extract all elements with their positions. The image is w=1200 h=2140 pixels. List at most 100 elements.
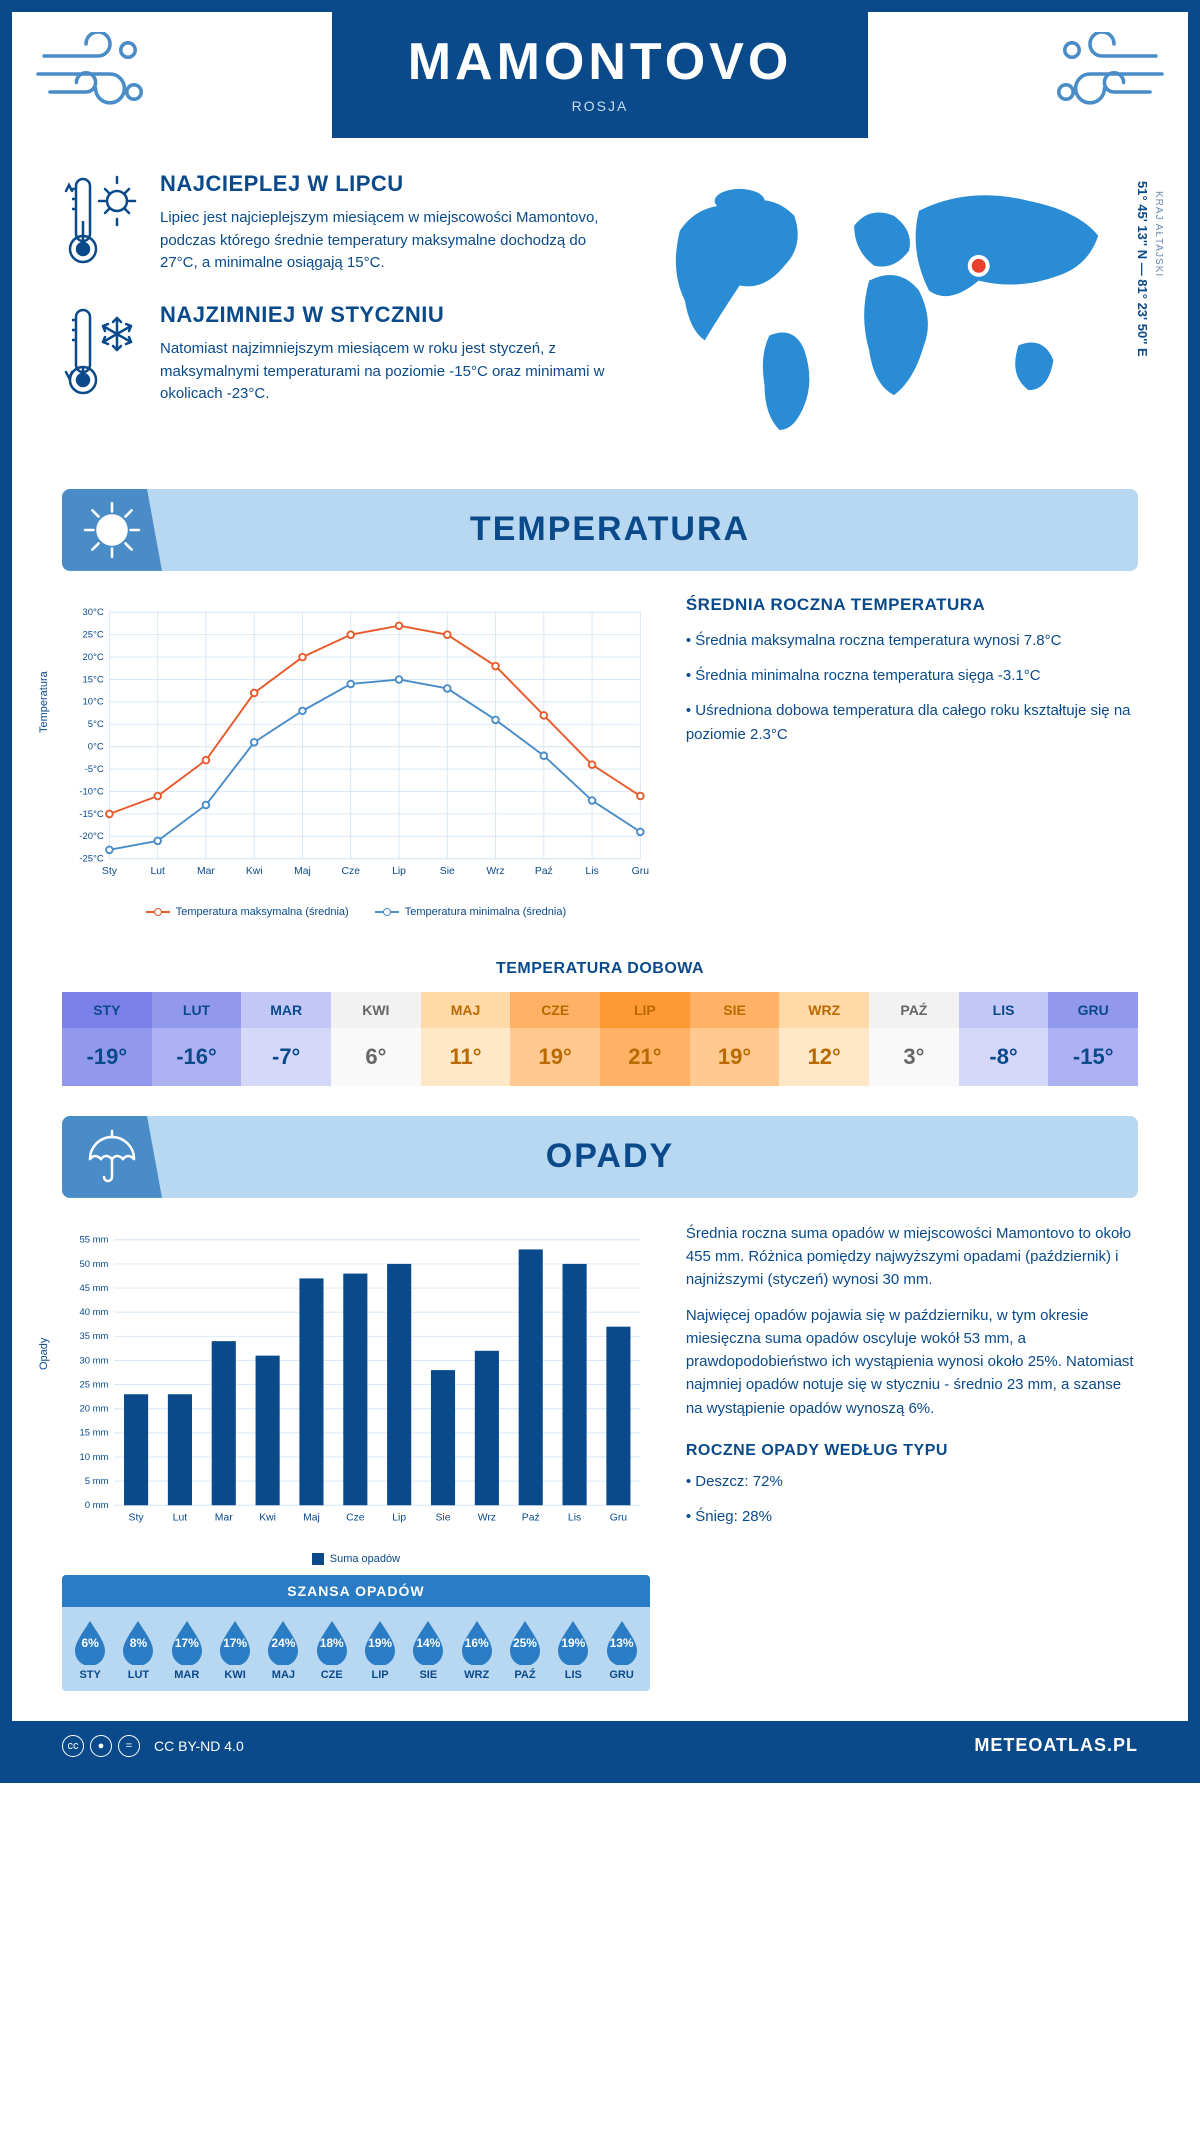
chance-cell: 18% CZE [308,1619,356,1681]
svg-text:Lut: Lut [173,1512,188,1523]
license-text: CC BY-ND 4.0 [154,1738,244,1754]
svg-text:5°C: 5°C [88,719,104,730]
umbrella-icon [62,1116,162,1198]
site-name: METEOATLAS.PL [974,1735,1138,1756]
precipitation-row: Opady 0 mm5 mm10 mm15 mm20 mm25 mm30 mm3… [12,1198,1188,1701]
temperature-row: Temperatura -25°C-20°C-15°C-10°C-5°C0°C5… [12,571,1188,942]
precipitation-title: OPADY [162,1137,1138,1176]
temperature-chart: Temperatura -25°C-20°C-15°C-10°C-5°C0°C5… [62,595,650,900]
map-column: 51° 45' 13'' N — 81° 23' 50'' E KRAJ AŁT… [640,171,1138,455]
svg-text:0°C: 0°C [88,741,104,752]
temp-legend: Temperatura maksymalna (średnia) Tempera… [62,906,650,918]
temperature-title: TEMPERATURA [162,510,1138,549]
intro-text-column: NAJCIEPLEJ W LIPCU Lipiec jest najcieple… [62,171,610,455]
precip-rain: • Deszcz: 72% [686,1470,1138,1493]
svg-text:30 mm: 30 mm [80,1355,109,1366]
chance-cell: 8% LUT [114,1619,162,1681]
chance-body: 6% STY 8% LUT 17% MAR 17% KWI 24 [62,1607,650,1691]
svg-text:Paź: Paź [535,866,553,877]
world-map: 51° 45' 13'' N — 81° 23' 50'' E KRAJ AŁT… [640,171,1138,455]
legend-min: Temperatura minimalna (średnia) [375,906,566,918]
hottest-title: NAJCIEPLEJ W LIPCU [160,171,610,197]
svg-text:Sie: Sie [440,866,455,877]
region-label: KRAJ AŁTAJSKI [1153,191,1164,277]
precip-legend: Suma opadów [62,1553,650,1565]
thermometer-sun-icon [62,171,142,276]
hottest-desc: Lipiec jest najcieplejszym miesiącem w m… [160,207,610,275]
svg-text:Lip: Lip [392,866,406,877]
svg-text:Sie: Sie [435,1512,450,1523]
coordinates: 51° 45' 13'' N — 81° 23' 50'' E [1135,181,1150,357]
wind-icon-right [1028,12,1188,141]
coldest-desc: Natomiast najzimniejszym miesiącem w rok… [160,338,610,406]
drop-icon: 25% [506,1619,544,1665]
svg-text:45 mm: 45 mm [80,1283,109,1294]
svg-text:Wrz: Wrz [478,1512,496,1523]
drop-icon: 19% [361,1619,399,1665]
wind-icon-left [12,12,172,141]
temperature-info: ŚREDNIA ROCZNA TEMPERATURA • Średnia mak… [686,595,1138,918]
svg-text:Mar: Mar [215,1512,233,1523]
daily-temp-title: TEMPERATURA DOBOWA [12,960,1188,978]
chance-cell: 17% KWI [211,1619,259,1681]
svg-text:15°C: 15°C [83,674,104,685]
temp-info-title: ŚREDNIA ROCZNA TEMPERATURA [686,595,1138,615]
daily-cell: PAŹ 3° [869,992,959,1086]
svg-text:Paź: Paź [522,1512,540,1523]
temperature-banner: TEMPERATURA [62,489,1138,571]
drop-icon: 16% [458,1619,496,1665]
drop-icon: 13% [603,1619,641,1665]
svg-text:Maj: Maj [294,866,311,877]
header-banner: MAMONTOVO ROSJA [332,12,868,138]
hottest-block: NAJCIEPLEJ W LIPCU Lipiec jest najcieple… [62,171,610,276]
svg-text:Sty: Sty [129,1512,145,1523]
chance-cell: 13% GRU [597,1619,645,1681]
svg-text:-5°C: -5°C [85,764,104,775]
svg-text:-10°C: -10°C [79,786,103,797]
svg-text:Lis: Lis [568,1512,581,1523]
hottest-text: NAJCIEPLEJ W LIPCU Lipiec jest najcieple… [160,171,610,276]
temp-line-chart: -25°C-20°C-15°C-10°C-5°C0°C5°C10°C15°C20… [62,595,650,895]
chance-cell: 25% PAŹ [501,1619,549,1681]
precip-legend-item: Suma opadów [312,1553,400,1565]
chance-cell: 19% LIP [356,1619,404,1681]
chance-cell: 19% LIS [549,1619,597,1681]
nd-icon: = [118,1735,140,1757]
svg-text:Maj: Maj [303,1512,320,1523]
legend-max: Temperatura maksymalna (średnia) [146,906,349,918]
svg-text:35 mm: 35 mm [80,1331,109,1342]
svg-text:Gru: Gru [632,866,650,877]
city-name: MAMONTOVO [332,32,868,92]
precip-legend-label: Suma opadów [330,1553,400,1565]
svg-text:55 mm: 55 mm [80,1235,109,1246]
drop-icon: 24% [264,1619,302,1665]
svg-text:Sty: Sty [102,866,118,877]
daily-temp-table: STY -19° LUT -16° MAR -7° KWI 6° MAJ 11°… [62,992,1138,1086]
precip-p1: Średnia roczna suma opadów w miejscowośc… [686,1222,1138,1292]
temp-bullet-2: • Uśredniona dobowa temperatura dla całe… [686,699,1138,746]
chance-cell: 24% MAJ [259,1619,307,1681]
drop-icon: 18% [313,1619,351,1665]
header-row: MAMONTOVO ROSJA [12,12,1188,141]
daily-cell: MAR -7° [241,992,331,1086]
country-name: ROSJA [332,98,868,114]
chance-box: SZANSA OPADÓW 6% STY 8% LUT 17% MAR 17% [62,1575,650,1691]
svg-text:Mar: Mar [197,866,215,877]
precip-snow: • Śnieg: 28% [686,1505,1138,1528]
daily-cell: LIP 21° [600,992,690,1086]
daily-cell: WRZ 12° [779,992,869,1086]
daily-cell: CZE 19° [510,992,600,1086]
svg-text:25 mm: 25 mm [80,1379,109,1390]
intro-section: NAJCIEPLEJ W LIPCU Lipiec jest najcieple… [12,141,1188,479]
chance-cell: 17% MAR [163,1619,211,1681]
sun-icon [62,489,162,571]
precip-bar-chart: 0 mm5 mm10 mm15 mm20 mm25 mm30 mm35 mm40… [62,1222,650,1542]
svg-text:15 mm: 15 mm [80,1428,109,1439]
svg-text:50 mm: 50 mm [80,1259,109,1270]
chance-cell: 16% WRZ [453,1619,501,1681]
svg-text:Lis: Lis [585,866,598,877]
thermometer-snow-icon [62,302,142,407]
svg-text:Cze: Cze [346,1512,365,1523]
svg-text:40 mm: 40 mm [80,1307,109,1318]
temperature-chart-col: Temperatura -25°C-20°C-15°C-10°C-5°C0°C5… [62,595,650,918]
